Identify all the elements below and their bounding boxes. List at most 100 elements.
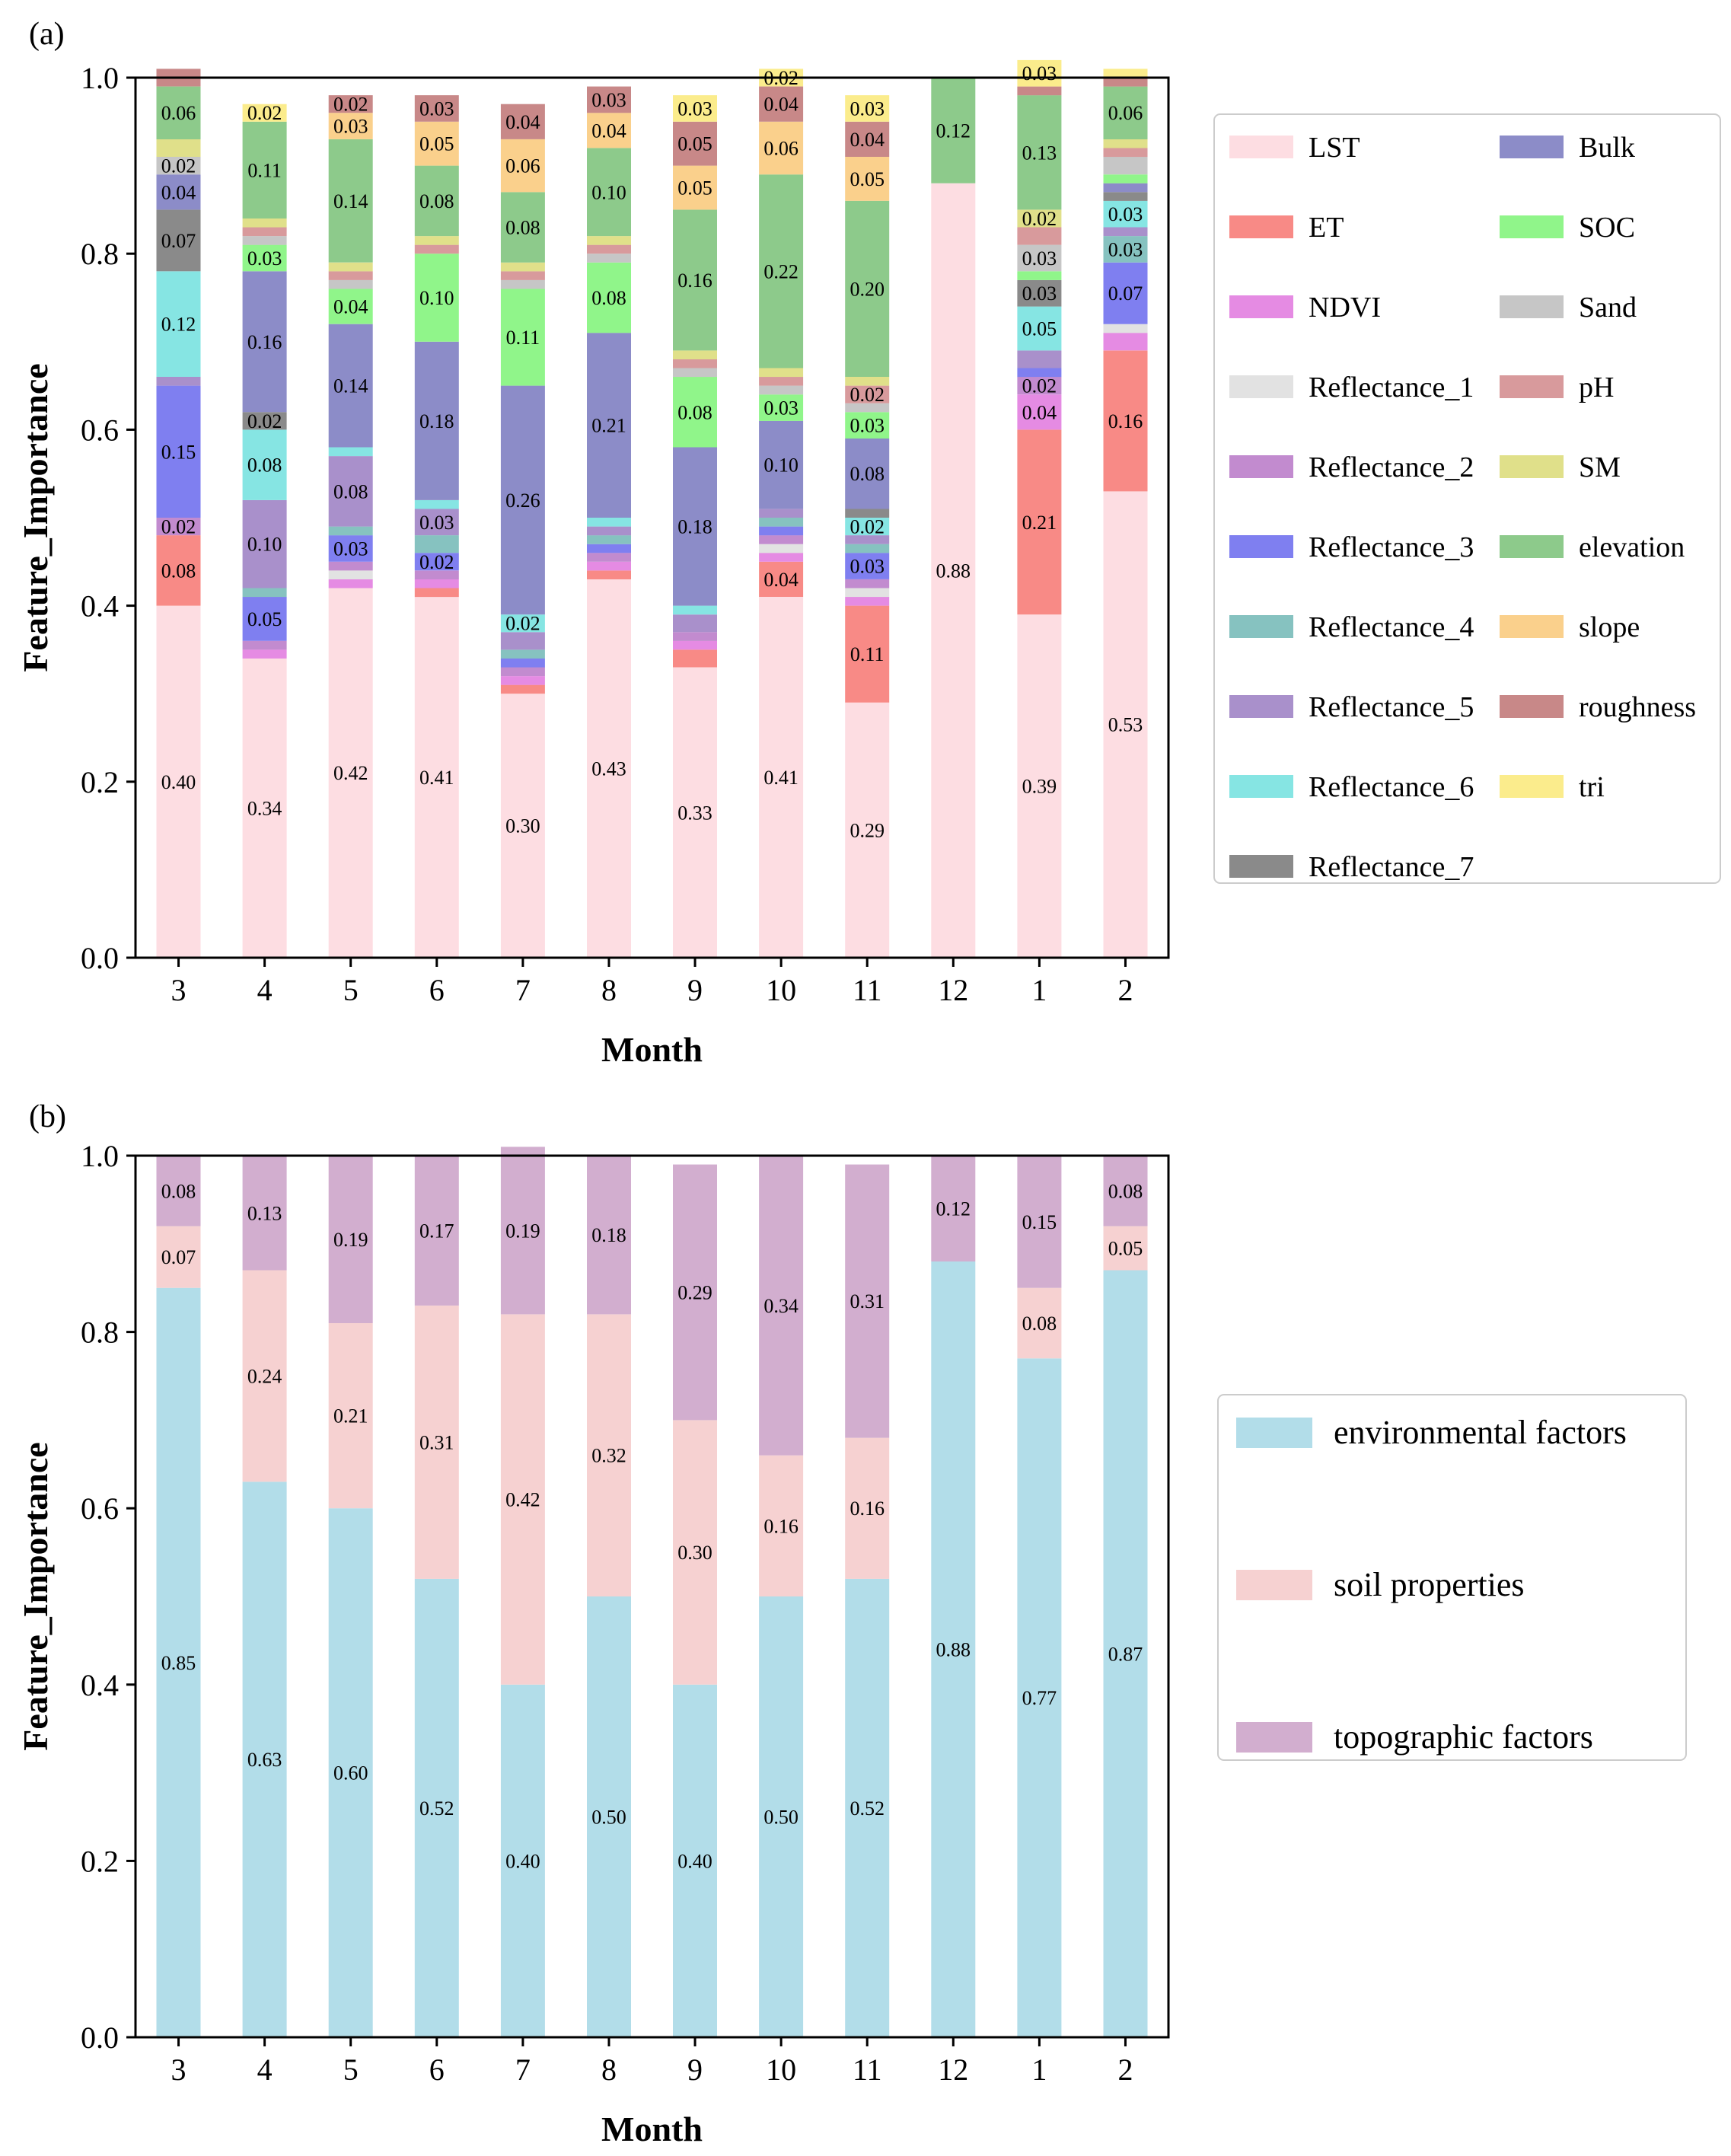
bar-segment bbox=[845, 535, 890, 544]
data-label: 0.18 bbox=[677, 516, 712, 538]
bar-segment bbox=[587, 553, 631, 562]
data-label: 0.32 bbox=[591, 1445, 626, 1467]
bar-segment bbox=[673, 632, 717, 641]
data-label: 0.03 bbox=[850, 556, 885, 578]
legend: LST ET NDVI Reflectance_1 Reflectance_2 Refle… bbox=[1213, 113, 1721, 884]
bar-segment bbox=[500, 632, 545, 650]
x-tick-label: 8 bbox=[601, 2052, 617, 2087]
data-label: 0.13 bbox=[1022, 142, 1057, 164]
bar-segment bbox=[414, 1305, 459, 1579]
bar-segment bbox=[328, 570, 373, 579]
bar-segment bbox=[759, 174, 804, 368]
bar-segment bbox=[242, 588, 287, 598]
bar-segment bbox=[673, 368, 717, 378]
bar-segment bbox=[1017, 1358, 1062, 2037]
bar-segment bbox=[1103, 139, 1148, 148]
bar-segment bbox=[156, 385, 201, 518]
bar-segment bbox=[414, 509, 459, 536]
data-label: 0.88 bbox=[936, 560, 971, 582]
bar-segment bbox=[500, 614, 545, 633]
data-label: 0.04 bbox=[1022, 401, 1057, 423]
data-label: 0.18 bbox=[419, 410, 454, 432]
bar-segment bbox=[500, 262, 545, 272]
bar-segment bbox=[1017, 1156, 1062, 1288]
bar-segment bbox=[156, 1156, 201, 1226]
bar-segment bbox=[414, 95, 459, 122]
bar-segment bbox=[414, 236, 459, 245]
bar-segment bbox=[845, 121, 890, 157]
y-tick-label: 0.6 bbox=[81, 413, 119, 447]
legend-label: roughness bbox=[1579, 691, 1696, 723]
data-label: 0.19 bbox=[333, 1229, 368, 1251]
bar-segment bbox=[156, 377, 201, 386]
legend-label: slope bbox=[1579, 611, 1640, 643]
data-label: 0.24 bbox=[247, 1366, 282, 1388]
bar-segment bbox=[845, 385, 890, 403]
legend-swatch bbox=[1229, 615, 1293, 638]
data-label: 0.29 bbox=[850, 819, 885, 841]
bar-segment bbox=[587, 518, 631, 527]
legend-swatch bbox=[1229, 215, 1293, 238]
bar-segment bbox=[1017, 350, 1062, 368]
bar-segment bbox=[1103, 192, 1148, 201]
bar-segment bbox=[759, 526, 804, 536]
data-label: 0.08 bbox=[1022, 1312, 1057, 1335]
bar-segment bbox=[759, 561, 804, 597]
bar-segment bbox=[1103, 333, 1148, 351]
legend-label: LST bbox=[1309, 132, 1360, 164]
bar-segment bbox=[845, 1164, 890, 1438]
data-label: 0.11 bbox=[850, 643, 885, 665]
bar-segment bbox=[587, 561, 631, 571]
legend-swatch bbox=[1229, 775, 1293, 798]
data-label: 0.39 bbox=[1022, 776, 1057, 798]
legend-swatch bbox=[1236, 1570, 1312, 1600]
data-label: 0.03 bbox=[419, 512, 454, 534]
bar-segment bbox=[1103, 1270, 1148, 2037]
data-label: 0.87 bbox=[1108, 1643, 1143, 1665]
data-label: 0.20 bbox=[850, 278, 885, 300]
bar-segment bbox=[242, 227, 287, 237]
data-label: 0.16 bbox=[850, 1497, 885, 1520]
data-label: 0.02 bbox=[247, 102, 282, 124]
bar-segment bbox=[1103, 227, 1148, 237]
bar-segment bbox=[759, 518, 804, 527]
bar-segment bbox=[328, 279, 373, 289]
data-label: 0.08 bbox=[333, 480, 368, 502]
data-label: 0.08 bbox=[505, 217, 540, 239]
legend-swatch bbox=[1236, 1722, 1312, 1753]
bar-segment bbox=[1017, 1287, 1062, 1359]
data-label: 0.42 bbox=[505, 1489, 540, 1511]
data-label: 0.18 bbox=[591, 1224, 626, 1246]
bar-segment bbox=[587, 86, 631, 113]
x-tick-label: 1 bbox=[1031, 973, 1047, 1007]
bar-segment bbox=[414, 588, 459, 598]
bar-segment bbox=[1017, 86, 1062, 96]
legend-label: SM bbox=[1579, 451, 1621, 483]
bar-segment bbox=[328, 1156, 373, 1323]
legend-swatch bbox=[1500, 136, 1564, 158]
bar-segment bbox=[1103, 350, 1148, 492]
data-label: 0.14 bbox=[333, 190, 368, 212]
data-label: 0.03 bbox=[1108, 203, 1143, 225]
data-label: 0.88 bbox=[936, 1639, 971, 1661]
legend-swatch bbox=[1500, 215, 1564, 238]
bar-segment bbox=[500, 271, 545, 280]
bar-segment bbox=[759, 553, 804, 562]
bar-segment bbox=[673, 95, 717, 122]
legend-label: Sand bbox=[1579, 292, 1637, 324]
data-label: 0.02 bbox=[1022, 208, 1057, 230]
bar-segment bbox=[242, 1156, 287, 1271]
legend-swatch bbox=[1500, 295, 1564, 318]
bar-segment bbox=[500, 279, 545, 289]
data-label: 0.40 bbox=[677, 1850, 712, 1872]
x-tick-label: 3 bbox=[171, 973, 186, 1007]
chart-panel-a: (a)0.400.080.020.150.120.070.040.020.060… bbox=[16, 17, 1721, 1069]
data-label: 0.03 bbox=[1022, 62, 1057, 85]
bar-segment bbox=[1017, 394, 1062, 430]
legend-box bbox=[1213, 113, 1721, 884]
bar-segment bbox=[328, 535, 373, 562]
bar-segment bbox=[673, 165, 717, 210]
data-label: 0.02 bbox=[161, 516, 196, 538]
data-label: 0.03 bbox=[1108, 238, 1143, 260]
bar-segment bbox=[759, 597, 804, 958]
